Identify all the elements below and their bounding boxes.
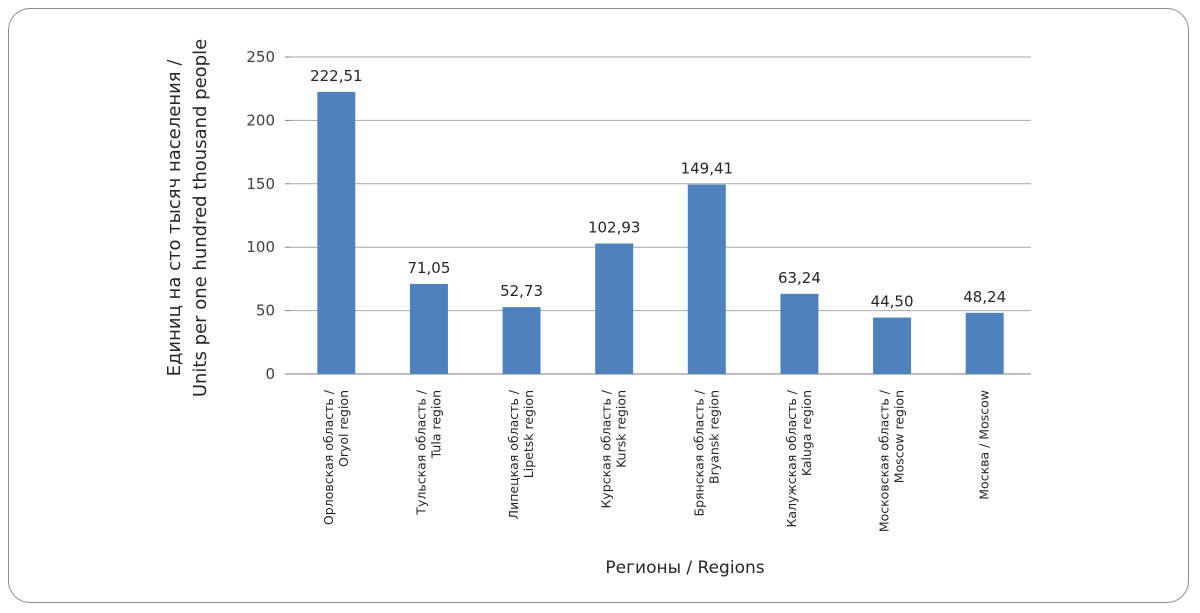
- y-tick-label: 50: [256, 302, 275, 320]
- category-label-line: Bryansk region: [706, 390, 721, 484]
- y-tick-label: 200: [246, 111, 275, 129]
- bar: [317, 91, 356, 374]
- category-label-line: Moscow region: [892, 390, 907, 483]
- y-axis-title-line-1: Единиц на сто тысяч населения /: [164, 59, 185, 377]
- data-label: 48,24: [963, 288, 1006, 306]
- bar: [502, 307, 541, 374]
- category-labels: Орловская область / Oryol region Тульская …: [321, 389, 992, 532]
- category-label: Калужская область / Kaluga region: [784, 389, 814, 527]
- data-label: 102,93: [588, 218, 641, 236]
- category-label: Курская область / Kursk region: [599, 389, 629, 508]
- category-label-line: Курская область /: [599, 389, 614, 508]
- category-label-line: Tula region: [428, 390, 443, 459]
- category-label-line: Липецкая область /: [506, 389, 521, 519]
- bars: [317, 91, 1004, 374]
- category-label-line: Lipetsk region: [521, 390, 536, 478]
- bar: [780, 293, 819, 374]
- y-tick-label: 0: [265, 365, 275, 383]
- bar: [595, 243, 634, 374]
- y-axis-title-line-2: Units per one hundred thousand people: [190, 39, 211, 397]
- y-tick-labels: 0 50 100 150 200 250: [246, 48, 275, 383]
- category-label-line: Брянская область /: [691, 389, 706, 516]
- y-tick-label: 100: [246, 238, 275, 256]
- category-label-line: Орловская область /: [321, 389, 336, 525]
- y-tick-label: 150: [246, 175, 275, 193]
- bar: [965, 312, 1004, 374]
- bar: [687, 184, 726, 374]
- data-label: 63,24: [778, 269, 821, 287]
- data-label: 149,41: [681, 160, 734, 178]
- category-label-line: Kaluga region: [799, 390, 814, 476]
- category-label: Липецкая область / Lipetsk region: [506, 389, 536, 519]
- category-label-line: Калужская область /: [784, 389, 799, 527]
- category-label: Тульская область / Tula region: [413, 389, 443, 515]
- data-label: 44,50: [871, 293, 914, 311]
- data-labels: 222,51 71,05 52,73 102,93 149,41 63,24 44,50 48…: [310, 67, 1006, 311]
- category-label-line: Москва / Moscow: [977, 390, 992, 500]
- data-label: 52,73: [500, 282, 543, 300]
- x-axis-title: Регионы / Regions: [605, 558, 764, 578]
- y-tick-label: 250: [246, 48, 275, 66]
- category-label: Москва / Moscow: [977, 390, 992, 500]
- category-label: Московская область / Moscow region: [877, 389, 907, 532]
- bar: [409, 283, 448, 374]
- gridlines: [285, 56, 1031, 375]
- category-label-line: Тульская область /: [413, 389, 428, 515]
- category-label-line: Kursk region: [614, 390, 629, 468]
- category-label: Орловская область / Oryol region: [321, 389, 351, 525]
- data-label: 222,51: [310, 67, 363, 85]
- category-label-line: Oryol region: [336, 390, 351, 467]
- data-label: 71,05: [407, 259, 450, 277]
- category-label: Брянская область / Bryansk region: [691, 389, 721, 516]
- category-label-line: Московская область /: [877, 389, 892, 532]
- bar: [873, 317, 912, 374]
